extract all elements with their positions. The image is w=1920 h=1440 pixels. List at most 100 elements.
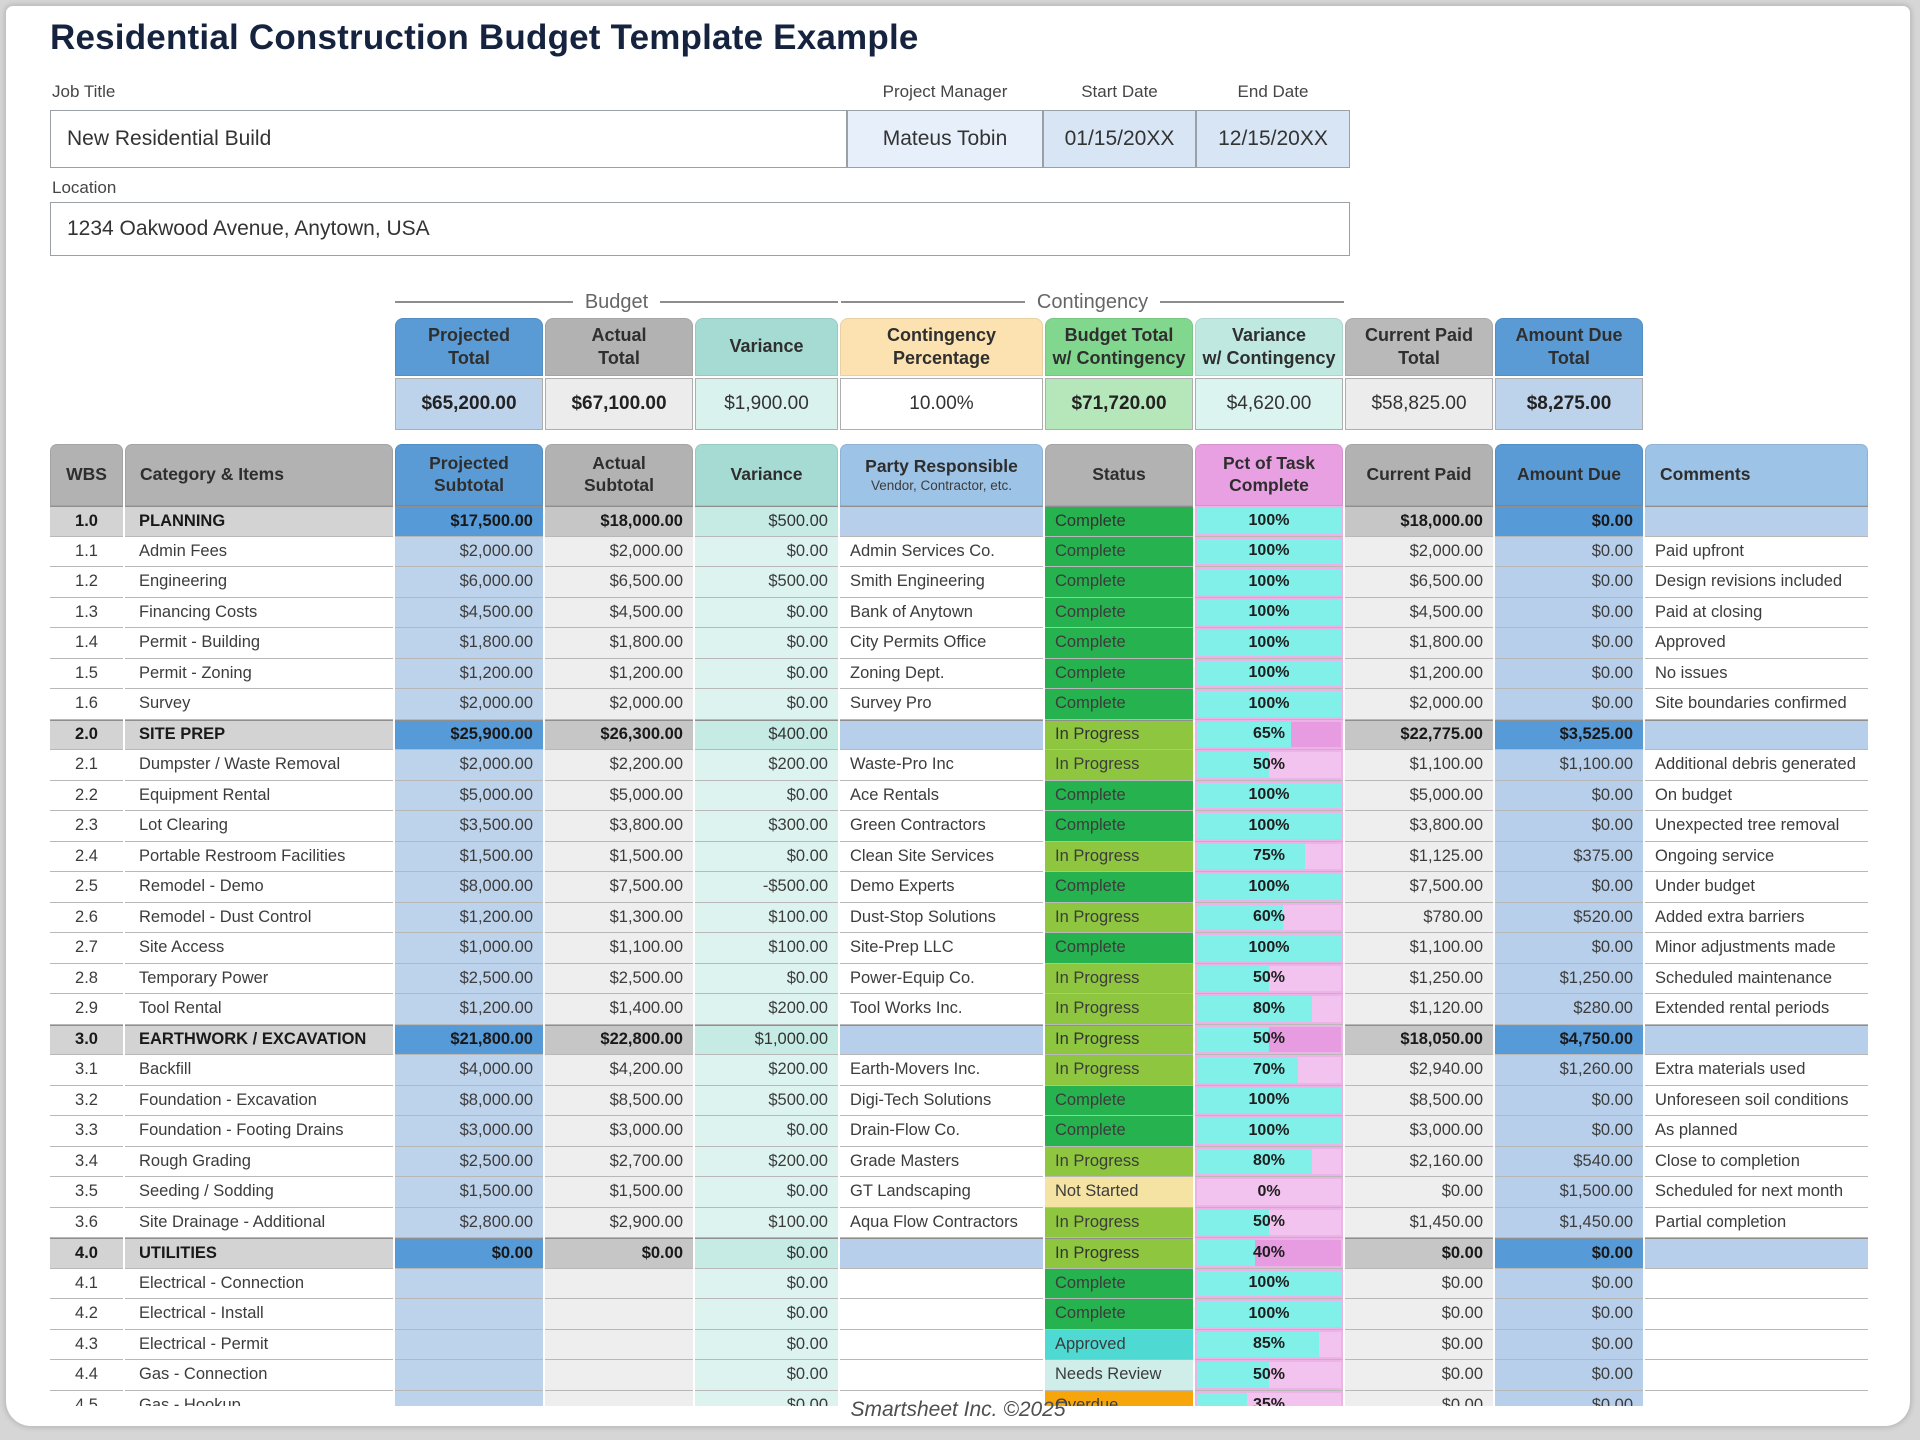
cell-projected[interactable]: $1,000.00 (395, 933, 543, 964)
pct-cell[interactable]: 65% (1195, 719, 1343, 750)
cell-actual[interactable]: $1,500.00 (545, 841, 693, 872)
cell-variance[interactable]: $100.00 (695, 1207, 838, 1238)
cell-comments[interactable]: No issues (1645, 658, 1868, 689)
status-cell[interactable]: Complete (1045, 1116, 1193, 1147)
cell-item[interactable]: EARTHWORK / EXCAVATION (125, 1024, 393, 1055)
cell-wbs[interactable]: 2.1 (50, 750, 123, 781)
cell-actual[interactable]: $1,800.00 (545, 628, 693, 659)
cell-variance[interactable]: $0.00 (695, 658, 838, 689)
cell-comments[interactable] (1645, 1024, 1868, 1055)
pct-cell[interactable]: 50% (1195, 963, 1343, 994)
cell-variance[interactable]: $0.00 (695, 1177, 838, 1208)
cell-actual[interactable] (545, 1360, 693, 1391)
cell-party[interactable]: Survey Pro (840, 689, 1043, 720)
cell-item[interactable]: Rough Grading (125, 1146, 393, 1177)
cell-due[interactable]: $1,260.00 (1495, 1055, 1643, 1086)
cell-due[interactable]: $0.00 (1495, 933, 1643, 964)
cell-paid[interactable]: $4,500.00 (1345, 597, 1493, 628)
cell-due[interactable]: $0.00 (1495, 506, 1643, 537)
cell-comments[interactable]: Ongoing service (1645, 841, 1868, 872)
cell-actual[interactable]: $1,200.00 (545, 658, 693, 689)
cell-variance[interactable]: $200.00 (695, 1055, 838, 1086)
cell-comments[interactable]: Paid at closing (1645, 597, 1868, 628)
status-cell[interactable]: Complete (1045, 567, 1193, 598)
cell-due[interactable]: $1,450.00 (1495, 1207, 1643, 1238)
cell-wbs[interactable]: 2.7 (50, 933, 123, 964)
summary-value-cell[interactable]: $58,825.00 (1345, 378, 1493, 430)
cell-actual[interactable] (545, 1329, 693, 1360)
summary-value-cell[interactable]: 10.00% (840, 378, 1043, 430)
cell-paid[interactable]: $0.00 (1345, 1329, 1493, 1360)
pct-cell[interactable]: 100% (1195, 689, 1343, 720)
cell-variance[interactable]: $200.00 (695, 1146, 838, 1177)
cell-projected[interactable] (395, 1360, 543, 1391)
cell-paid[interactable]: $0.00 (1345, 1268, 1493, 1299)
cell-actual[interactable] (545, 1268, 693, 1299)
cell-due[interactable]: $0.00 (1495, 872, 1643, 903)
cell-comments[interactable]: Extended rental periods (1645, 994, 1868, 1025)
status-cell[interactable]: Complete (1045, 628, 1193, 659)
cell-due[interactable]: $0.00 (1495, 1299, 1643, 1330)
cell-item[interactable]: Electrical - Install (125, 1299, 393, 1330)
cell-actual[interactable]: $22,800.00 (545, 1024, 693, 1055)
cell-comments[interactable] (1645, 1238, 1868, 1269)
cell-party[interactable]: Demo Experts (840, 872, 1043, 903)
cell-actual[interactable]: $5,000.00 (545, 780, 693, 811)
cell-party[interactable]: City Permits Office (840, 628, 1043, 659)
cell-paid[interactable]: $0.00 (1345, 1299, 1493, 1330)
cell-item[interactable]: Foundation - Footing Drains (125, 1116, 393, 1147)
cell-comments[interactable]: Under budget (1645, 872, 1868, 903)
pct-cell[interactable]: 60% (1195, 902, 1343, 933)
cell-actual[interactable]: $2,900.00 (545, 1207, 693, 1238)
cell-actual[interactable]: $26,300.00 (545, 719, 693, 750)
cell-due[interactable]: $0.00 (1495, 1085, 1643, 1116)
cell-party[interactable] (840, 1024, 1043, 1055)
cell-variance[interactable]: $200.00 (695, 994, 838, 1025)
status-cell[interactable]: Complete (1045, 1085, 1193, 1116)
cell-wbs[interactable]: 1.4 (50, 628, 123, 659)
status-cell[interactable]: Complete (1045, 1299, 1193, 1330)
project-manager-field[interactable]: Mateus Tobin (847, 110, 1043, 168)
cell-item[interactable]: Dumpster / Waste Removal (125, 750, 393, 781)
status-cell[interactable]: Overdue (1045, 1390, 1193, 1406)
cell-paid[interactable]: $0.00 (1345, 1390, 1493, 1406)
cell-projected[interactable]: $4,500.00 (395, 597, 543, 628)
cell-comments[interactable]: Minor adjustments made (1645, 933, 1868, 964)
status-cell[interactable]: Complete (1045, 506, 1193, 537)
cell-wbs[interactable]: 2.6 (50, 902, 123, 933)
cell-variance[interactable]: $0.00 (695, 1329, 838, 1360)
status-cell[interactable]: Complete (1045, 872, 1193, 903)
cell-comments[interactable] (1645, 1329, 1868, 1360)
cell-item[interactable]: Backfill (125, 1055, 393, 1086)
cell-party[interactable]: Bank of Anytown (840, 597, 1043, 628)
cell-item[interactable]: Remodel - Dust Control (125, 902, 393, 933)
cell-comments[interactable]: Paid upfront (1645, 536, 1868, 567)
cell-projected[interactable]: $1,500.00 (395, 1177, 543, 1208)
summary-value-cell[interactable]: $4,620.00 (1195, 378, 1343, 430)
pct-cell[interactable]: 100% (1195, 1116, 1343, 1147)
cell-wbs[interactable]: 2.0 (50, 719, 123, 750)
cell-actual[interactable]: $18,000.00 (545, 506, 693, 537)
cell-item[interactable]: Financing Costs (125, 597, 393, 628)
status-cell[interactable]: Needs Review (1045, 1360, 1193, 1391)
cell-paid[interactable]: $18,050.00 (1345, 1024, 1493, 1055)
cell-party[interactable] (840, 506, 1043, 537)
cell-variance[interactable]: $0.00 (695, 780, 838, 811)
cell-paid[interactable]: $1,450.00 (1345, 1207, 1493, 1238)
cell-comments[interactable]: Partial completion (1645, 1207, 1868, 1238)
summary-value-cell[interactable]: $8,275.00 (1495, 378, 1643, 430)
pct-cell[interactable]: 100% (1195, 597, 1343, 628)
cell-item[interactable]: Electrical - Connection (125, 1268, 393, 1299)
cell-wbs[interactable]: 3.1 (50, 1055, 123, 1086)
cell-due[interactable]: $1,100.00 (1495, 750, 1643, 781)
cell-due[interactable]: $0.00 (1495, 628, 1643, 659)
summary-value-cell[interactable]: $65,200.00 (395, 378, 543, 430)
status-cell[interactable]: Complete (1045, 780, 1193, 811)
cell-wbs[interactable]: 4.0 (50, 1238, 123, 1269)
cell-item[interactable]: Site Access (125, 933, 393, 964)
status-cell[interactable]: In Progress (1045, 719, 1193, 750)
cell-projected[interactable]: $2,500.00 (395, 1146, 543, 1177)
cell-projected[interactable]: $2,000.00 (395, 536, 543, 567)
status-cell[interactable]: Complete (1045, 658, 1193, 689)
cell-comments[interactable]: Site boundaries confirmed (1645, 689, 1868, 720)
